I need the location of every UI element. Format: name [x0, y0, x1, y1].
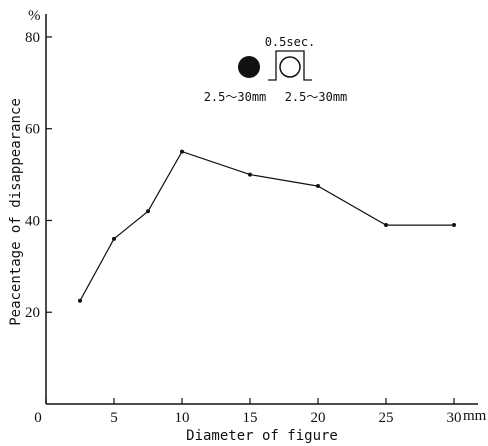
x-tick-label: 25 — [379, 410, 394, 426]
x-tick-label: 15 — [243, 410, 258, 426]
legend-range-label-filled: 2.5～30mm — [204, 90, 267, 104]
y-ticks: 20 40 60 80 — [25, 30, 52, 321]
x-tick-label: 10 — [175, 410, 190, 426]
x-tick-label: 0 — [34, 410, 42, 426]
plot-area — [45, 14, 478, 405]
series-line — [79, 150, 454, 302]
y-unit-label: % — [28, 8, 41, 24]
x-ticks: 0 5 10 15 20 25 30 — [34, 398, 462, 426]
data-point — [384, 223, 388, 228]
y-tick-label: 60 — [25, 122, 40, 138]
y-axis-title: Peacentage of disappearance — [8, 98, 24, 326]
x-axis-title: Diameter of figure — [186, 428, 338, 444]
outline-circle-icon — [279, 56, 301, 78]
data-point — [248, 172, 252, 177]
data-point — [78, 298, 82, 303]
data-point — [316, 184, 320, 189]
data-point — [146, 209, 150, 214]
legend-range-label-outline: 2.5～30mm — [285, 90, 348, 104]
data-point — [180, 149, 184, 154]
y-tick-label: 40 — [25, 213, 40, 229]
filled-circle-icon — [238, 56, 260, 78]
y-tick-label: 80 — [25, 30, 40, 46]
bracket-icon — [268, 50, 312, 81]
x-tick-label: 20 — [311, 410, 326, 426]
data-point — [452, 223, 456, 228]
series-points — [78, 149, 456, 303]
legend: 0.5sec. 2.5～30mm 2.5～30mm — [204, 35, 348, 104]
x-unit-label: mm — [463, 408, 487, 424]
legend-duration-label: 0.5sec. — [265, 35, 316, 49]
y-tick-label: 20 — [25, 305, 40, 321]
x-tick-label: 30 — [447, 410, 462, 426]
x-tick-label: 5 — [110, 410, 118, 426]
data-point — [112, 236, 116, 241]
